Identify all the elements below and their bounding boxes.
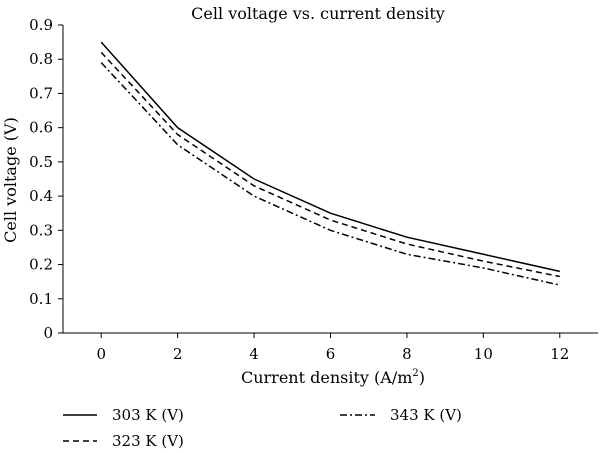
- x-tick-label: 10: [474, 345, 493, 363]
- x-tick-label: 2: [173, 345, 183, 363]
- y-tick-label: 0.2: [29, 256, 53, 274]
- series-lines: [100, 41, 560, 286]
- legend-label-303k: 303 K (V): [112, 406, 184, 424]
- legend: 303 K (V) 323 K (V) 343 K (V): [63, 406, 462, 450]
- x-axis-label-main: Current density (A/m: [241, 368, 412, 387]
- x-tick-labels: 0 2 4 6 8 10 12: [96, 333, 569, 363]
- y-tick-label: 0.3: [29, 221, 53, 239]
- y-tick-label: 0.7: [29, 84, 53, 102]
- x-tick-label: 12: [550, 345, 569, 363]
- x-tick-label: 6: [326, 345, 336, 363]
- x-tick-label: 8: [402, 345, 412, 363]
- legend-entry-303k: 303 K (V): [63, 406, 184, 424]
- y-axis-label: Cell voltage (V): [1, 117, 20, 243]
- chart-title: Cell voltage vs. current density: [191, 4, 445, 23]
- x-tick-label: 0: [96, 345, 106, 363]
- y-tick-label: 0.6: [29, 119, 53, 137]
- y-tick-label: 0.9: [29, 16, 53, 34]
- y-tick-label: 0.5: [29, 153, 53, 171]
- x-axis-label-superscript: 2: [412, 368, 418, 379]
- y-tick-label: 0.8: [29, 50, 53, 68]
- legend-entry-323k: 323 K (V): [63, 432, 184, 450]
- series-line-solid: [100, 41, 560, 273]
- y-tick-labels: 0 0.1 0.2 0.3 0.4 0.5 0.6 0.7 0.8 0.9: [29, 16, 63, 342]
- legend-entry-343k: 343 K (V): [340, 406, 462, 424]
- legend-label-343k: 343 K (V): [390, 406, 462, 424]
- x-axis-label-end: ): [419, 368, 425, 387]
- y-tick-label: 0.1: [29, 290, 53, 308]
- series-line-dashed: [100, 51, 560, 278]
- y-tick-label: 0: [43, 324, 53, 342]
- x-tick-label: 4: [249, 345, 259, 363]
- axes: [62, 25, 598, 334]
- legend-label-323k: 323 K (V): [112, 432, 184, 450]
- y-tick-label: 0.4: [29, 187, 53, 205]
- x-axis-label: Current density (A/m2): [241, 368, 425, 387]
- series-line-dashdot: [100, 62, 560, 286]
